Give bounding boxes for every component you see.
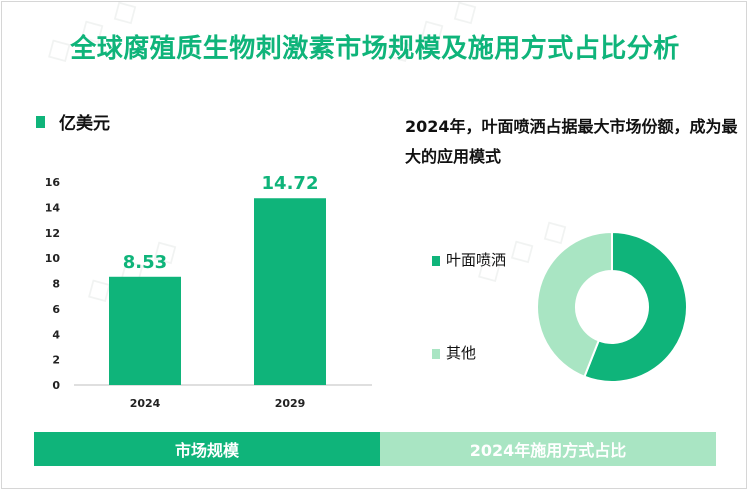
data-label: 8.53: [123, 252, 167, 273]
y-tick-label: 12: [45, 227, 60, 240]
y-tick-label: 8: [52, 278, 60, 291]
x-tick-label: 2024: [130, 397, 161, 410]
y-tick-label: 2: [52, 354, 60, 367]
donut-legend-label: 其他: [446, 344, 476, 362]
chart-title: 全球腐殖质生物刺激素市场规模及施用方式占比分析: [70, 34, 680, 64]
x-tick-label: 2029: [275, 397, 306, 410]
y-tick-label: 4: [52, 328, 60, 341]
footer-market-size: 市场规模: [34, 432, 380, 466]
donut-slice-0: [583, 230, 688, 383]
legend-label: 亿美元: [59, 114, 110, 134]
donut-legend-label: 叶面喷洒: [446, 251, 506, 269]
y-tick-label: 0: [52, 379, 60, 392]
y-tick-label: 6: [52, 303, 60, 316]
y-tick-label: 14: [45, 201, 61, 214]
headline-text: 2024年，叶面喷洒占据最大市场份额，成为最大的应用模式: [405, 117, 738, 166]
legend-swatch: [36, 115, 45, 128]
y-tick-label: 16: [45, 176, 61, 189]
bar-2024: [109, 276, 181, 385]
bar-chart: 0 2 4 6 8 10 12 14 16 8.53 2024 14.72 2029: [45, 173, 372, 410]
data-label: 14.72: [262, 173, 319, 194]
y-tick-label: 10: [45, 252, 61, 265]
donut-slice-1: [536, 230, 613, 379]
donut-legend-swatch: [432, 256, 440, 266]
footer-application-share: 2024年施用方式占比: [380, 432, 716, 466]
donut-legend-swatch: [432, 349, 440, 359]
bar-legend: 亿美元: [36, 109, 110, 134]
bar-2029: [254, 198, 326, 385]
